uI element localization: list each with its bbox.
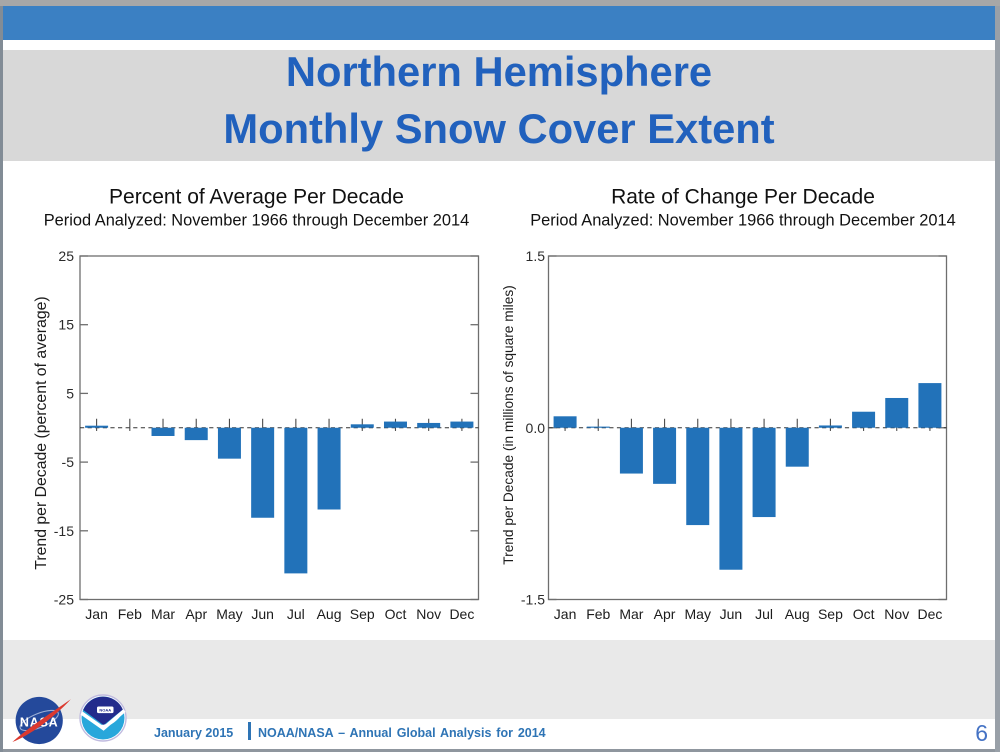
svg-text:5: 5 bbox=[66, 385, 74, 401]
svg-text:Feb: Feb bbox=[118, 606, 142, 622]
svg-text:Aug: Aug bbox=[317, 606, 342, 622]
svg-text:-1.5: -1.5 bbox=[521, 592, 545, 608]
svg-text:Jul: Jul bbox=[755, 606, 773, 622]
svg-text:-25: -25 bbox=[54, 592, 74, 608]
svg-text:Trend per Decade (percent of a: Trend per Decade (percent of average) bbox=[33, 296, 50, 569]
svg-text:Jun: Jun bbox=[251, 606, 274, 622]
svg-text:Oct: Oct bbox=[853, 606, 875, 622]
svg-text:Nov: Nov bbox=[416, 606, 441, 622]
svg-text:Mar: Mar bbox=[619, 606, 643, 622]
svg-text:May: May bbox=[685, 606, 711, 622]
svg-text:Jul: Jul bbox=[287, 606, 305, 622]
svg-text:-5: -5 bbox=[62, 454, 75, 470]
svg-text:15: 15 bbox=[58, 317, 74, 333]
svg-text:1.5: 1.5 bbox=[526, 248, 546, 264]
svg-text:Oct: Oct bbox=[385, 606, 407, 622]
svg-text:Sep: Sep bbox=[350, 606, 375, 622]
svg-text:Dec: Dec bbox=[917, 606, 942, 622]
svg-text:Percent of Average Per Decade: Percent of Average Per Decade bbox=[109, 186, 404, 209]
svg-text:0.0: 0.0 bbox=[526, 420, 546, 436]
svg-text:Nov: Nov bbox=[884, 606, 909, 622]
svg-text:Period Analyzed: November 1966: Period Analyzed: November 1966 through D… bbox=[530, 212, 956, 230]
svg-text:Aug: Aug bbox=[785, 606, 810, 622]
svg-text:Apr: Apr bbox=[185, 606, 207, 622]
svg-text:Rate of Change Per Decade: Rate of Change Per Decade bbox=[611, 186, 875, 209]
svg-text:NOAA: NOAA bbox=[99, 708, 111, 713]
svg-text:Period Analyzed: November 1966: Period Analyzed: November 1966 through D… bbox=[44, 212, 470, 230]
svg-text:Sep: Sep bbox=[818, 606, 843, 622]
svg-text:Jan: Jan bbox=[85, 606, 108, 622]
svg-text:25: 25 bbox=[58, 248, 74, 264]
svg-text:Jan: Jan bbox=[554, 606, 577, 622]
svg-text:Feb: Feb bbox=[586, 606, 610, 622]
svg-text:Trend per Decade (in millions: Trend per Decade (in millions of square … bbox=[501, 285, 516, 564]
svg-text:Jun: Jun bbox=[720, 606, 743, 622]
svg-text:May: May bbox=[216, 606, 242, 622]
svg-text:Mar: Mar bbox=[151, 606, 175, 622]
svg-text:-15: -15 bbox=[54, 523, 74, 539]
svg-text:Apr: Apr bbox=[654, 606, 676, 622]
svg-text:Dec: Dec bbox=[449, 606, 474, 622]
